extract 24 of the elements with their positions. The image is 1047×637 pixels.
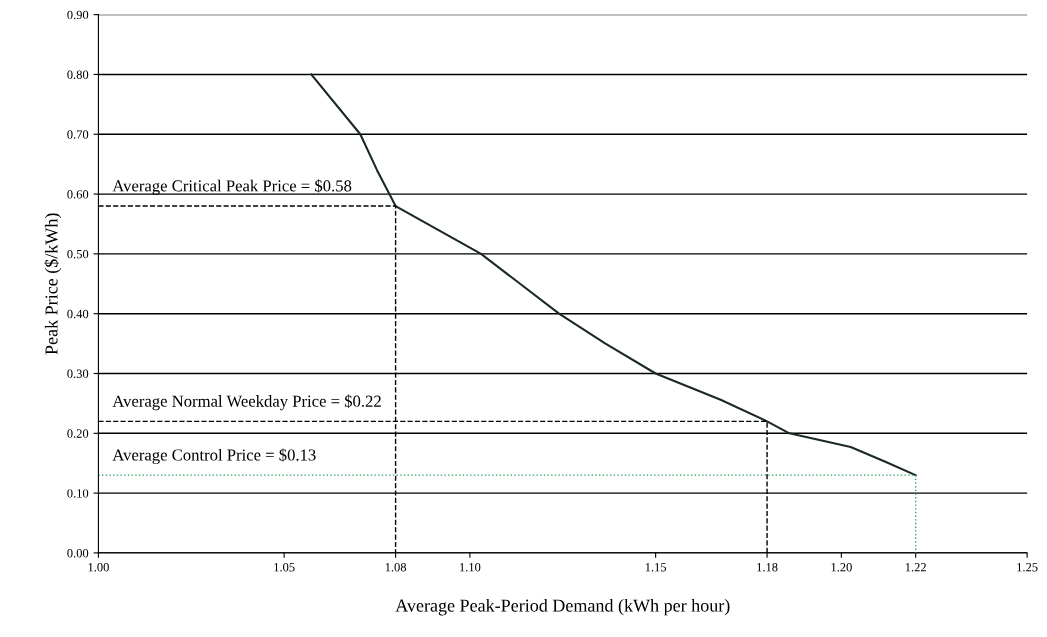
y-axis-title: Peak Price ($/kWh) [44, 213, 62, 355]
x-tick-label: 1.10 [460, 563, 481, 572]
y-tick-label: 0.40 [67, 309, 89, 319]
y-tick-label: 0.50 [67, 249, 89, 259]
x-tick-label: 1.18 [757, 563, 778, 572]
y-tick-label: 0.70 [67, 130, 89, 139]
x-tick-label: 1.05 [274, 563, 295, 572]
y-tick-label: 0.80 [67, 70, 89, 79]
x-axis-title: Average Peak-Period Demand (kWh per hour) [395, 598, 730, 616]
x-tick-label: 1.08 [385, 563, 407, 572]
x-tick-label: 1.15 [645, 563, 667, 572]
y-tick-label: 0.30 [67, 369, 89, 379]
annotation: Average Critical Peak Price = $0.58 [112, 179, 352, 195]
y-tick-label: 0.20 [67, 429, 89, 438]
y-tick-label: 0.60 [67, 190, 89, 199]
x-tick-label: 1.22 [905, 563, 926, 572]
y-tick-label: 0.10 [67, 489, 89, 498]
y-tick-label: 0.00 [67, 548, 89, 558]
annotation: Average Control Price = $0.13 [112, 448, 316, 465]
x-tick-label: 1.00 [88, 563, 109, 572]
x-tick-label: 1.25 [1017, 563, 1038, 572]
y-tick-label: 0.90 [67, 10, 89, 20]
annotation: Average Normal Weekday Price = $0.22 [112, 394, 381, 411]
x-tick-label: 1.20 [831, 563, 852, 572]
